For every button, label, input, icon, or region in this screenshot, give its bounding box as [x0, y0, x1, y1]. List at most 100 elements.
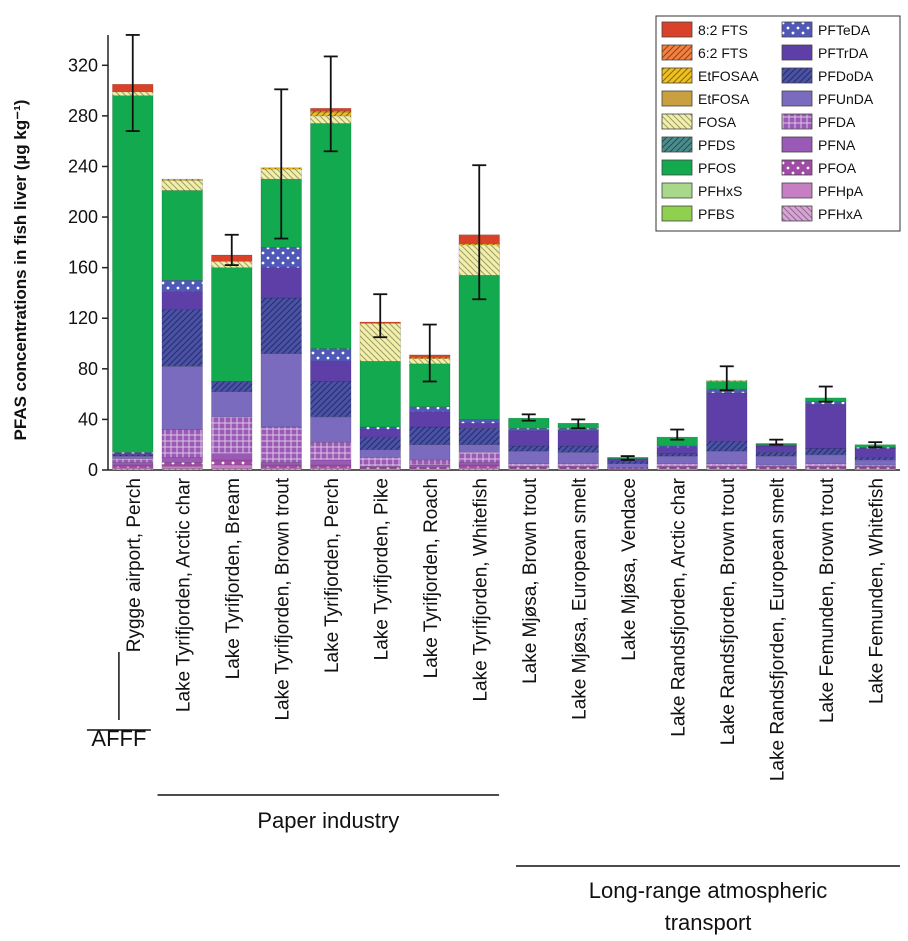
legend-item: PFOS	[661, 159, 736, 176]
legend-label: PFBS	[698, 206, 735, 222]
legend-item: PFTrDA	[781, 44, 869, 61]
bar-segment	[359, 449, 401, 458]
legend-label: PFNA	[818, 137, 856, 153]
legend-swatch	[781, 182, 813, 199]
bar-segment	[161, 178, 203, 181]
legend-item: EtFOSA	[661, 90, 750, 107]
x-tick-label: Rygge airport, Perch	[124, 478, 145, 652]
bar-segment	[805, 454, 847, 464]
bar-segment	[310, 416, 352, 443]
bar-segment	[161, 457, 203, 463]
group-label: AFFF	[91, 726, 146, 751]
bar-segment	[755, 445, 797, 453]
error-bar	[868, 441, 883, 449]
group-labels: AFFF Paper industry Long-range atmospheric…	[86, 652, 900, 935]
legend-item: PFDA	[781, 113, 856, 130]
bar-segment	[557, 430, 599, 447]
bar-segment	[805, 448, 847, 456]
legend-label: 6:2 FTS	[698, 45, 748, 61]
bar-segment	[161, 429, 203, 458]
bar-segment	[310, 464, 352, 468]
bar-segment	[508, 445, 550, 452]
x-tick-label: Lake Randsfjorden, Arctic char	[668, 477, 689, 736]
legend-swatch	[781, 44, 813, 61]
bar-segment	[805, 403, 847, 449]
error-bar	[274, 88, 289, 240]
bar-segment	[656, 455, 698, 464]
error-bar	[422, 323, 437, 383]
legend-label: PFHxA	[818, 206, 863, 222]
legend-label: PFTrDA	[818, 45, 869, 61]
bar-segment	[409, 459, 451, 466]
legend-item: PFDoDA	[781, 67, 874, 84]
legend-swatch	[781, 67, 813, 84]
bar-segment	[656, 453, 698, 457]
legend-item: PFNA	[781, 136, 856, 153]
x-tick-label: Lake Tyrifjorden, Pike	[371, 478, 392, 660]
bar-segment	[211, 459, 253, 466]
legend-label: 8:2 FTS	[698, 22, 748, 38]
x-tick-label: Lake Tyrifjorden, Brown trout	[272, 477, 293, 720]
x-tick-label: Lake Mjøsa, Vendace	[619, 478, 640, 661]
legend-swatch	[661, 90, 693, 107]
y-axis-title: PFAS concentrations in fish liver (µg kg…	[11, 100, 30, 441]
bar-segment	[112, 455, 154, 459]
legend-label: EtFOSAA	[698, 68, 759, 84]
bar-segment	[112, 95, 154, 453]
bar-segment	[706, 392, 748, 442]
legend-item: PFHxS	[661, 182, 742, 199]
bar-segment	[458, 452, 500, 463]
bar-segment	[805, 463, 847, 467]
error-bar	[719, 365, 734, 392]
legend-swatch	[781, 113, 813, 130]
error-bar	[224, 233, 239, 267]
bar-segment	[508, 463, 550, 467]
legend-swatch	[661, 159, 693, 176]
legend-label: PFHpA	[818, 183, 864, 199]
y-tick-label: 160	[68, 258, 98, 278]
error-bar	[323, 55, 338, 153]
legend-swatch	[661, 136, 693, 153]
bar-segment	[310, 459, 352, 466]
bar-segment	[112, 464, 154, 468]
legend-item: PFUnDA	[781, 90, 874, 107]
bar-segment	[161, 280, 203, 292]
x-tick-label: Lake Mjøsa, European smelt	[569, 477, 590, 720]
bar-segment	[211, 381, 253, 392]
bar-segment	[260, 267, 302, 299]
bar-segment	[508, 428, 550, 432]
bar-segment	[458, 428, 500, 445]
legend-swatch	[781, 205, 813, 222]
bar-segment	[706, 450, 748, 464]
group-label: Long-range atmospheric transport	[589, 878, 827, 935]
bar-segment	[706, 463, 748, 467]
bar-segment	[161, 291, 203, 310]
legend-label: PFDS	[698, 137, 735, 153]
bar-segment	[359, 429, 401, 438]
bar-segment	[310, 123, 352, 349]
bar-segment	[458, 419, 500, 424]
x-tick-label: Lake Tyrifjorden, Whitefish	[470, 478, 491, 702]
legend-label: PFOS	[698, 160, 736, 176]
legend-item: PFHxA	[781, 205, 863, 222]
bar-segment	[607, 460, 649, 464]
bar-segment	[557, 463, 599, 467]
x-tick-label: Lake Tyrifjorden, Bream	[223, 478, 244, 679]
legend-label: EtFOSA	[698, 91, 750, 107]
error-bar	[571, 418, 586, 430]
legend-swatch	[661, 21, 693, 38]
bar-segment	[112, 462, 154, 466]
bar-segment	[260, 426, 302, 463]
legend-swatch	[781, 90, 813, 107]
legend-label: PFDoDA	[818, 68, 874, 84]
bar-segment	[359, 360, 401, 428]
legend-swatch	[661, 67, 693, 84]
bar-segment	[211, 391, 253, 418]
bar-segment	[557, 445, 599, 453]
bar-segment	[508, 430, 550, 447]
bar-segment	[409, 444, 451, 461]
x-tick-label: Lake Femunden, Whitefish	[866, 478, 887, 704]
bar-segment	[211, 464, 253, 469]
bar-segment	[161, 366, 203, 430]
legend-box	[655, 15, 901, 232]
